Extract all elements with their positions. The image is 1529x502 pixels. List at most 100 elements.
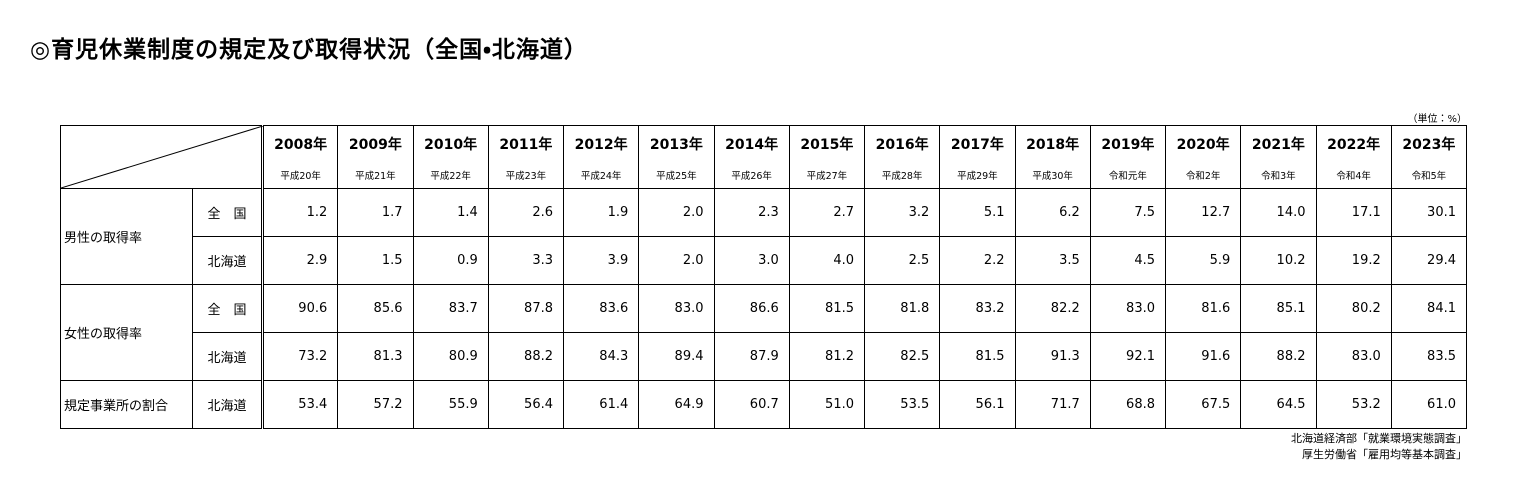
value-cell: 61.4: [562, 380, 640, 429]
diagonal: [61, 126, 263, 188]
year: 2014年: [725, 137, 779, 153]
value-cell: 64.9: [638, 380, 715, 429]
year: 2008年: [274, 137, 328, 153]
region-label: 北海道: [192, 380, 264, 429]
value-cell: 3.3: [487, 236, 565, 285]
value-cell: 88.2: [487, 332, 565, 381]
era: 令和2年: [1185, 171, 1221, 182]
value-cell: 3.5: [1014, 236, 1091, 285]
group-label: 規定事業所の割合: [60, 380, 193, 429]
source: 北海道経済部「就業環境実態調査」: [1291, 432, 1467, 445]
year: 2012年: [574, 137, 628, 153]
value-cell: 14.0: [1240, 188, 1317, 237]
value-cell: 3.9: [562, 236, 640, 285]
year-header: 2018年 平成30年: [1014, 125, 1091, 189]
value-cell: 85.1: [1240, 284, 1317, 333]
value-cell: 81.2: [788, 332, 866, 381]
value-cell: 29.4: [1390, 236, 1468, 285]
value-cell: 2.5: [863, 236, 941, 285]
value-cell: 86.6: [713, 284, 790, 333]
value-cell: 2.7: [788, 188, 866, 237]
value-cell: 89.4: [638, 332, 715, 381]
year-header: 2012年平成24年: [562, 125, 640, 189]
value-cell: 2.0: [638, 188, 715, 237]
year: 2020年: [1176, 137, 1230, 153]
unit-label: （単位：%）: [1407, 114, 1467, 125]
value-cell: 56.1: [939, 380, 1016, 429]
value-cell: 2.6: [487, 188, 565, 237]
value-cell: 84.1: [1390, 284, 1468, 333]
value-cell: 87.9: [713, 332, 790, 381]
value-cell: 83.2: [939, 284, 1016, 333]
year-header: 2008年 平成20年: [261, 125, 339, 189]
value-cell: 82.2: [1014, 284, 1091, 333]
value-cell: 5.9: [1164, 236, 1242, 285]
year-header: 2022年 令和4年: [1315, 125, 1392, 189]
value-cell: 6.2: [1014, 188, 1091, 237]
value-cell: 67.5: [1164, 380, 1242, 429]
value-cell: 1.5: [337, 236, 414, 285]
era: 平成25年: [656, 171, 697, 182]
region-label: 北海道: [192, 332, 264, 381]
era: 平成26年: [731, 171, 772, 182]
year-header: 2020年令和2年: [1164, 125, 1242, 189]
value-cell: 10.2: [1240, 236, 1317, 285]
region-label: 全 国: [192, 188, 264, 237]
era: 平成23年: [505, 171, 547, 182]
value-cell: 53.2: [1315, 380, 1392, 429]
value-cell: 7.5: [1089, 188, 1167, 237]
value-cell: 81.6: [1164, 284, 1242, 333]
value-cell: 92.1: [1089, 332, 1167, 381]
era: 平成24年: [580, 171, 622, 182]
year: 2022年: [1327, 137, 1381, 153]
year-header: 2011年平成23年: [487, 125, 565, 189]
value-cell: 83.7: [412, 284, 489, 333]
value-cell: 2.2: [939, 236, 1016, 285]
value-cell: 1.2: [261, 188, 339, 237]
value-cell: 30.1: [1390, 188, 1468, 237]
title: ◎育児休業制度の規定及び取得状況（全国・北海道）: [30, 37, 588, 63]
year: 2018年: [1026, 137, 1080, 153]
value-cell: 90.6: [261, 284, 339, 333]
value-cell: 83.6: [562, 284, 640, 333]
value-cell: 2.3: [713, 188, 790, 237]
value-cell: 2.0: [638, 236, 715, 285]
value-cell: 81.3: [337, 332, 414, 381]
value-cell: 71.7: [1014, 380, 1091, 429]
year-header: 2021年 令和3年: [1240, 125, 1317, 189]
value-cell: 83.5: [1390, 332, 1468, 381]
era: 平成29年: [957, 171, 998, 182]
group-label: 男性の取得率: [60, 188, 193, 285]
year-header: 2013年 平成25年: [638, 125, 715, 189]
group-label: 女性の取得率: [60, 284, 193, 381]
data-row: 北海道 2.9 1.5 0.9 3.3 3.9 2.0 3.0 4.0 2.5 2.2 3.5 4.5 5…: [61, 236, 1468, 285]
value-cell: 55.9: [412, 380, 489, 429]
sources: 北海道経済部「就業環境実態調査」 厚生労働省「雇用均等基本調査」: [1291, 431, 1467, 463]
year-header: 2017年 平成29年: [939, 125, 1016, 189]
region-label: 全 国: [192, 284, 264, 333]
year: 2015年: [800, 137, 854, 153]
value-cell: 85.6: [337, 284, 414, 333]
data-row: 女性の取得率全 国 90.6 85.6 83.7 87.8 83.6 83.0 86.6 81.…: [60, 284, 1468, 381]
year-header: 2023年 令和5年: [1390, 125, 1468, 189]
value-cell: 61.0: [1390, 380, 1468, 429]
year: 2019年: [1101, 137, 1155, 153]
value-cell: 83.0: [1089, 284, 1167, 333]
era: 令和元年: [1108, 171, 1147, 182]
year: 2010年: [424, 137, 478, 153]
data-row: 男性の取得率全 国 1.2 1.7 1.4 2.6 1.9 2.0 2.3 2.7 3.2 5.1 6…: [60, 188, 1468, 285]
value-cell: 4.5: [1089, 236, 1167, 285]
value-cell: 80.2: [1315, 284, 1392, 333]
year: 2021年: [1251, 137, 1305, 153]
value-cell: 80.9: [412, 332, 489, 381]
year-header: 2016年 平成28年: [863, 125, 941, 189]
year-header: 2010年 平成22年: [412, 125, 489, 189]
data-table: 2008年 平成20年 2009年 平成21年 2010年 平成22年 2011年 平成23年…: [60, 125, 1468, 429]
year-header: 2015年 平成27年: [788, 125, 866, 189]
value-cell: 53.5: [863, 380, 941, 429]
year: 2011年: [499, 137, 553, 153]
value-cell: 83.0: [1315, 332, 1392, 381]
value-cell: 83.0: [638, 284, 715, 333]
value-cell: 84.3: [562, 332, 640, 381]
